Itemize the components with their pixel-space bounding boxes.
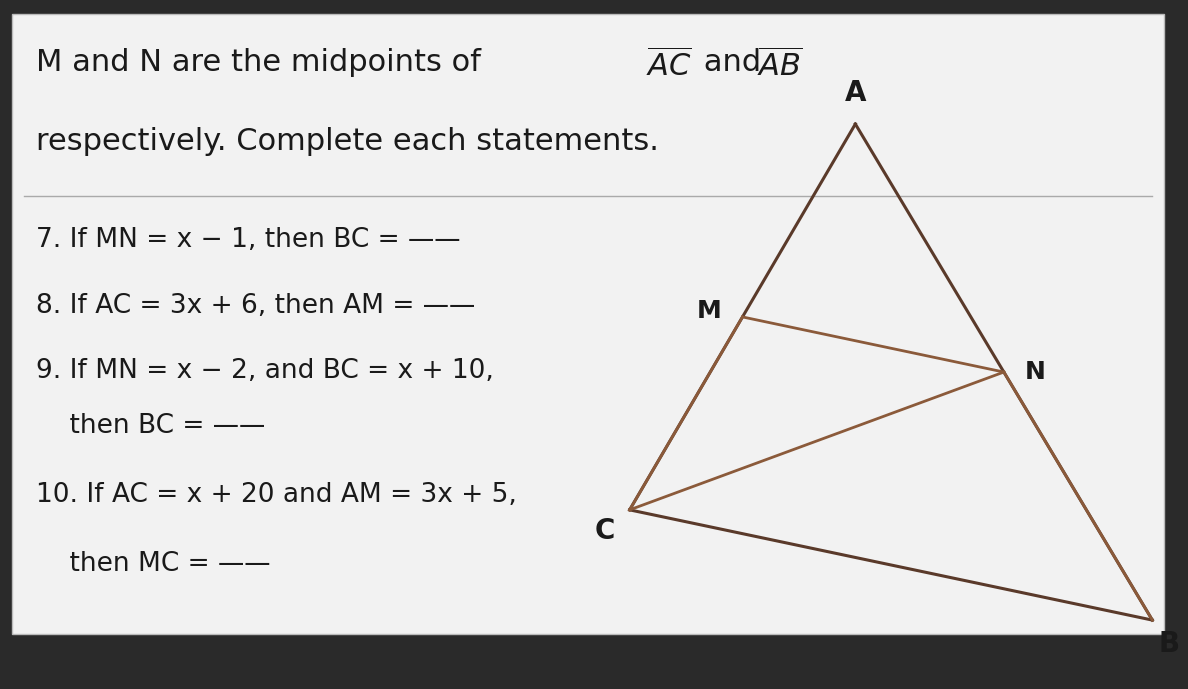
Text: then MC = ——: then MC = ——: [36, 551, 270, 577]
Text: $\overline{\mathit{AC}}$: $\overline{\mathit{AC}}$: [646, 48, 693, 83]
Text: and: and: [694, 48, 771, 77]
Text: M and N are the midpoints of: M and N are the midpoints of: [36, 48, 491, 77]
Text: $\overline{\mathit{AB}}$: $\overline{\mathit{AB}}$: [757, 48, 802, 83]
Text: C: C: [595, 517, 615, 545]
Text: A: A: [845, 79, 866, 107]
Text: 10. If AC = x + 20 and AM = 3x + 5,: 10. If AC = x + 20 and AM = 3x + 5,: [36, 482, 517, 508]
Text: 8. If AC = 3x + 6, then AM = ——: 8. If AC = 3x + 6, then AM = ——: [36, 293, 475, 319]
Text: N: N: [1025, 360, 1047, 384]
Text: respectively. Complete each statements.: respectively. Complete each statements.: [36, 127, 658, 156]
Text: then BC = ——: then BC = ——: [36, 413, 265, 440]
Text: 7. If MN = x − 1, then BC = ——: 7. If MN = x − 1, then BC = ——: [36, 227, 460, 254]
Text: M: M: [696, 300, 721, 323]
Text: B: B: [1158, 630, 1180, 659]
Text: 9. If MN = x − 2, and BC = x + 10,: 9. If MN = x − 2, and BC = x + 10,: [36, 358, 493, 384]
